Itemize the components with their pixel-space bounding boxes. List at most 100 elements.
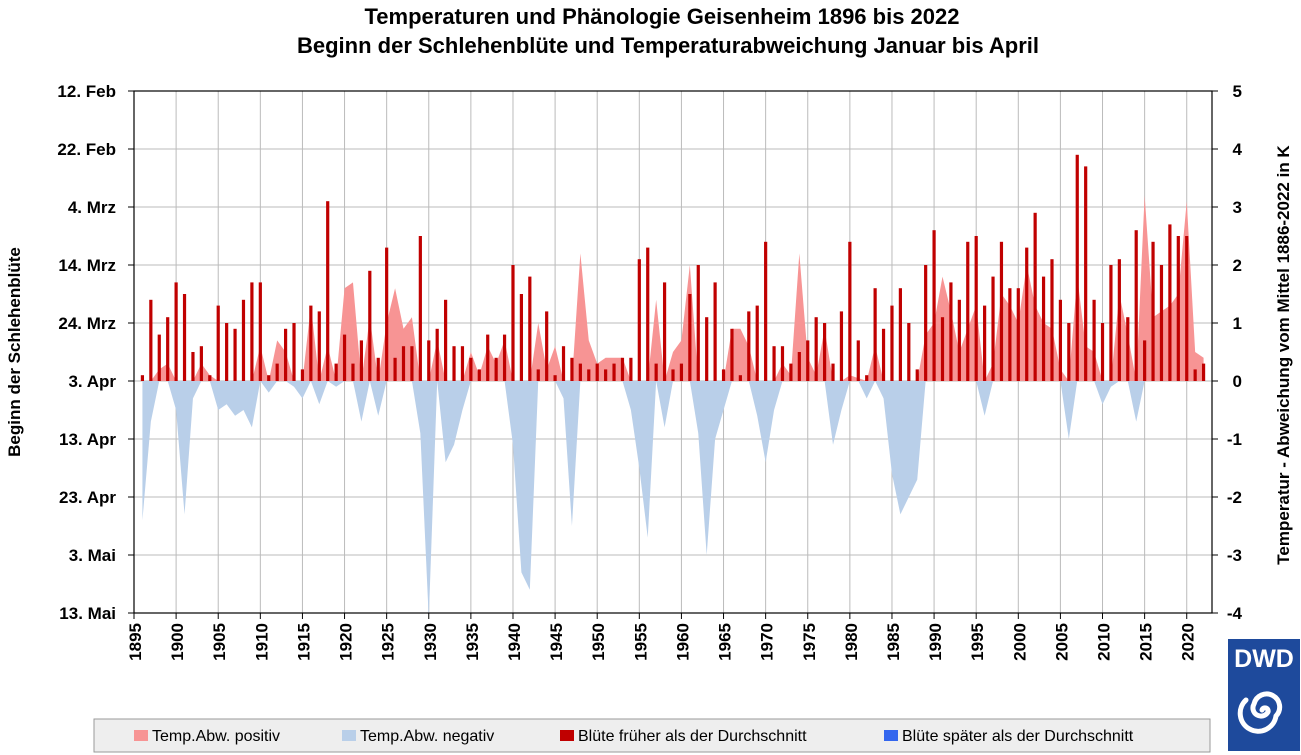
bloom-bar-1930 [427,340,431,381]
bloom-bar-1989 [924,265,928,381]
left-tick-label-8: 3. Mai [69,546,116,565]
right-axis: 5 4 3 2 1 0 -1 -2 -3 -4 [1212,82,1243,623]
plot-frame [133,90,1213,614]
bloom-bar-2019 [1176,236,1180,381]
bloom-bar-2006 [1067,323,1071,381]
bloom-bar-1942 [528,276,532,381]
bloom-bar-1996 [983,305,987,381]
bloom-bar-2016 [1151,241,1155,381]
left-tick-label-2: 4. Mrz [68,198,116,217]
bloom-bar-1898 [157,334,161,381]
left-tick-label-3: 14. Mrz [58,256,116,275]
bloom-bar-1995 [974,236,978,381]
bloom-bar-2015 [1143,340,1147,381]
bloom-bar-1905 [216,305,220,381]
bloom-bar-1966 [730,328,734,381]
dwd-logo: DWD [1228,639,1300,751]
bloom-bar-1940 [511,265,515,381]
temp-area-negative [142,381,1204,619]
bloom-bar-1944 [545,311,549,381]
right-tick-label-0: 5 [1233,82,1242,101]
bloom-bar-1912 [275,363,279,381]
bloom-bar-2001 [1025,247,1029,381]
left-axis-title: Beginn der Schlehenblüte [5,247,24,457]
bloom-bar-1992 [949,282,953,381]
bloom-bar-1918 [326,201,330,381]
bloom-bar-1970 [764,241,768,381]
bloom-bar-1941 [519,294,524,381]
bloom-bar-1934 [460,346,465,381]
x-tick-label-1925: 1925 [379,623,398,661]
bloom-bar-1902 [191,352,195,381]
bloom-bar-2008 [1084,166,1088,381]
bloom-bar-1972 [780,346,785,381]
right-tick-label-6: -1 [1227,430,1242,449]
bloom-bar-1974 [797,352,801,381]
x-tick-label-2010: 2010 [1095,623,1114,661]
x-tick-label-1940: 1940 [505,623,524,661]
bloom-bar-1985 [890,305,894,381]
bloom-bar-1964 [713,282,717,381]
right-tick-label-4: 1 [1233,314,1242,333]
bloom-bar-1926 [393,357,397,381]
bloom-bar-1906 [225,323,229,381]
dwd-logo-text: DWD [1234,645,1294,673]
right-tick-label-8: -3 [1227,546,1242,565]
bloom-bar-1915 [300,369,305,381]
bloom-bar-1917 [317,311,321,381]
bloom-bar-1913 [283,328,288,381]
bloom-bar-1952 [612,363,616,381]
bloom-bar-1950 [595,363,599,381]
left-tick-label-1: 22. Feb [57,140,116,159]
x-tick-label-2000: 2000 [1010,623,1029,661]
right-tick-label-3: 2 [1233,256,1242,275]
right-tick-label-7: -2 [1227,488,1242,507]
legend-label-temp-positive: Temp.Abw. positiv [152,728,280,745]
right-axis-title: Temperatur - Abweichung vom Mittel 1886-… [1274,145,1293,565]
right-tick-label-9: -4 [1227,604,1243,623]
bloom-bar-1986 [898,288,902,381]
bloom-bar-1945 [553,375,557,381]
bloom-bar-2021 [1193,369,1197,381]
bloom-bar-1924 [376,357,380,381]
bloom-bar-1956 [646,247,650,381]
bloom-bar-1929 [418,236,422,381]
right-tick-label-1: 4 [1233,140,1243,159]
x-tick-label-1895: 1895 [126,623,145,661]
bloom-bar-2009 [1092,299,1096,381]
bloom-bar-1901 [182,294,187,381]
bloom-bar-1990 [932,230,936,381]
x-tick-label-1920: 1920 [337,623,356,661]
bloom-bar-1916 [309,305,313,381]
x-tick-label-1900: 1900 [168,623,187,661]
bloom-bar-1958 [662,282,667,381]
legend: Temp.Abw. positiv Temp.Abw. negativ Blüt… [93,718,1211,753]
bloom-bar-2020 [1185,236,1189,381]
bloom-bar-1939 [502,334,507,381]
bloom-bar-1933 [452,346,456,381]
bloom-bar-1998 [999,241,1004,381]
bloom-bar-1971 [772,346,776,381]
right-tick-label-5: 0 [1233,372,1242,391]
bloom-bar-1928 [410,346,414,381]
bloom-bar-1961 [688,294,692,381]
bloom-bar-1922 [359,340,363,381]
bloom-bar-1960 [679,363,684,381]
bloom-bar-1943 [536,369,540,381]
legend-label-bloom-late: Blüte später als der Durchschnitt [902,728,1134,745]
bloom-bar-1973 [789,363,793,381]
x-tick-label-1965: 1965 [716,623,735,661]
x-tick-label-1930: 1930 [421,623,440,661]
legend-label-temp-negative: Temp.Abw. negativ [360,728,494,745]
x-tick-label-1950: 1950 [589,623,608,661]
temp-area-positive [142,195,1204,381]
bloom-bar-1896 [140,375,145,381]
bloom-bar-1967 [738,375,742,381]
chart-title: Temperaturen und Phänologie Geisenheim 1… [364,4,959,29]
bloom-bar-1919 [334,363,338,381]
bloom-bar-1978 [831,363,835,381]
bloom-bar-1999 [1008,288,1012,381]
bloom-bar-2010 [1100,323,1105,381]
bloom-bar-2000 [1016,288,1020,381]
x-tick-label-1905: 1905 [210,623,229,661]
